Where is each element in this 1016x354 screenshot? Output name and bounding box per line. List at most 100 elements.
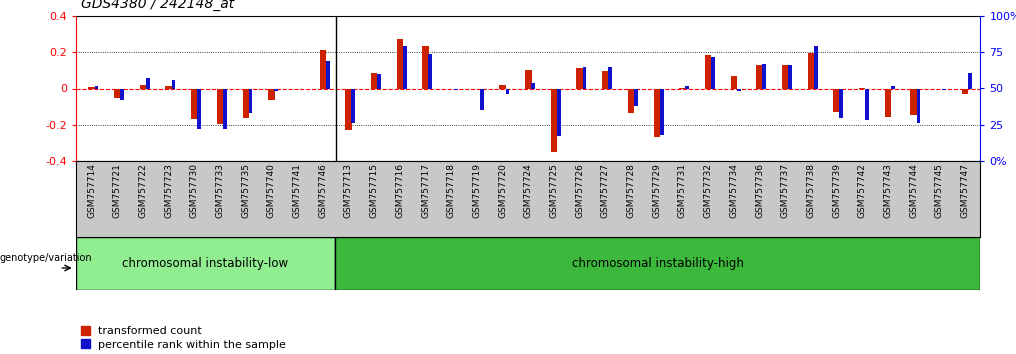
Bar	[731, 76, 737, 88]
Text: GSM757717: GSM757717	[421, 163, 430, 218]
Bar	[737, 88, 741, 91]
Bar	[557, 88, 561, 136]
Bar	[473, 88, 481, 90]
Text: GSM757725: GSM757725	[550, 163, 559, 218]
Text: GSM757738: GSM757738	[807, 163, 816, 218]
Text: GSM757731: GSM757731	[678, 163, 687, 218]
Text: GSM757742: GSM757742	[858, 163, 867, 218]
Bar	[94, 86, 99, 88]
Bar	[866, 88, 869, 120]
Bar	[531, 83, 535, 88]
Text: GSM757716: GSM757716	[395, 163, 404, 218]
Text: GSM757733: GSM757733	[215, 163, 225, 218]
Text: GSM757718: GSM757718	[447, 163, 456, 218]
Text: GSM757719: GSM757719	[472, 163, 482, 218]
Bar	[680, 87, 686, 88]
Bar	[788, 65, 791, 88]
Text: GSM757722: GSM757722	[138, 163, 147, 218]
Bar	[243, 88, 249, 118]
Bar	[762, 64, 766, 88]
Bar	[216, 88, 224, 124]
Bar	[377, 74, 381, 88]
Bar	[756, 65, 763, 88]
Bar	[860, 87, 866, 88]
Bar	[166, 86, 172, 88]
Bar	[525, 70, 531, 88]
Bar	[659, 88, 663, 135]
Bar	[653, 88, 660, 137]
Bar	[326, 61, 329, 88]
Text: GSM757747: GSM757747	[960, 163, 969, 218]
Bar	[916, 88, 920, 123]
Text: GSM757746: GSM757746	[318, 163, 327, 218]
Text: chromosomal instability-low: chromosomal instability-low	[122, 257, 289, 270]
Bar	[506, 88, 509, 94]
Bar	[602, 71, 609, 88]
Text: GSM757744: GSM757744	[909, 163, 918, 218]
Text: GSM757727: GSM757727	[600, 163, 610, 218]
Bar	[146, 78, 149, 88]
Bar	[711, 57, 715, 88]
Bar	[429, 54, 433, 88]
Bar	[936, 88, 943, 90]
Bar	[294, 88, 301, 90]
Bar	[396, 39, 403, 88]
Text: GSM757715: GSM757715	[370, 163, 379, 218]
Text: GSM757743: GSM757743	[884, 163, 892, 218]
Text: GSM757720: GSM757720	[498, 163, 507, 218]
Bar	[249, 88, 253, 113]
Bar	[634, 88, 638, 106]
Text: GSM757730: GSM757730	[190, 163, 199, 218]
Bar	[910, 88, 916, 115]
Bar	[345, 88, 352, 130]
Bar	[782, 65, 788, 88]
Bar	[814, 46, 818, 88]
Bar	[402, 46, 406, 88]
Text: GSM757736: GSM757736	[755, 163, 764, 218]
Text: chromosomal instability-high: chromosomal instability-high	[572, 257, 744, 270]
Bar	[480, 88, 484, 110]
Text: GSM757745: GSM757745	[935, 163, 944, 218]
Text: GSM757724: GSM757724	[524, 163, 532, 218]
Bar	[885, 88, 891, 116]
Bar	[551, 88, 557, 152]
Bar	[120, 88, 124, 100]
Text: GSM757737: GSM757737	[780, 163, 789, 218]
Bar	[191, 88, 197, 119]
Bar	[172, 80, 176, 88]
Bar	[891, 86, 895, 88]
Bar	[686, 86, 689, 88]
Bar	[500, 85, 506, 88]
Bar	[705, 55, 711, 88]
Text: GSM757729: GSM757729	[652, 163, 661, 218]
Bar	[274, 88, 278, 91]
Text: GSM757741: GSM757741	[293, 163, 302, 218]
Text: GSM757732: GSM757732	[704, 163, 712, 218]
Text: GSM757714: GSM757714	[87, 163, 97, 218]
Text: GSM757734: GSM757734	[729, 163, 739, 218]
Bar	[114, 88, 121, 98]
Text: GSM757721: GSM757721	[113, 163, 122, 218]
Bar	[334, 237, 980, 290]
Text: GSM757723: GSM757723	[165, 163, 173, 218]
Text: GSM757728: GSM757728	[627, 163, 636, 218]
Bar	[371, 73, 377, 88]
Bar	[88, 87, 94, 88]
Bar	[968, 73, 971, 88]
Bar	[833, 88, 840, 112]
Text: GDS4380 / 242148_at: GDS4380 / 242148_at	[81, 0, 235, 11]
Text: genotype/variation: genotype/variation	[0, 253, 92, 263]
Bar	[76, 237, 334, 290]
Bar	[352, 88, 356, 123]
Bar	[962, 88, 968, 94]
Bar	[942, 88, 946, 90]
Legend: transformed count, percentile rank within the sample: transformed count, percentile rank withi…	[76, 321, 291, 354]
Bar	[223, 88, 227, 129]
Bar	[609, 67, 612, 88]
Bar	[839, 88, 843, 118]
Text: GSM757726: GSM757726	[575, 163, 584, 218]
Text: GSM757713: GSM757713	[344, 163, 353, 218]
Bar	[268, 88, 274, 100]
Bar	[628, 88, 634, 113]
Bar	[576, 68, 583, 88]
